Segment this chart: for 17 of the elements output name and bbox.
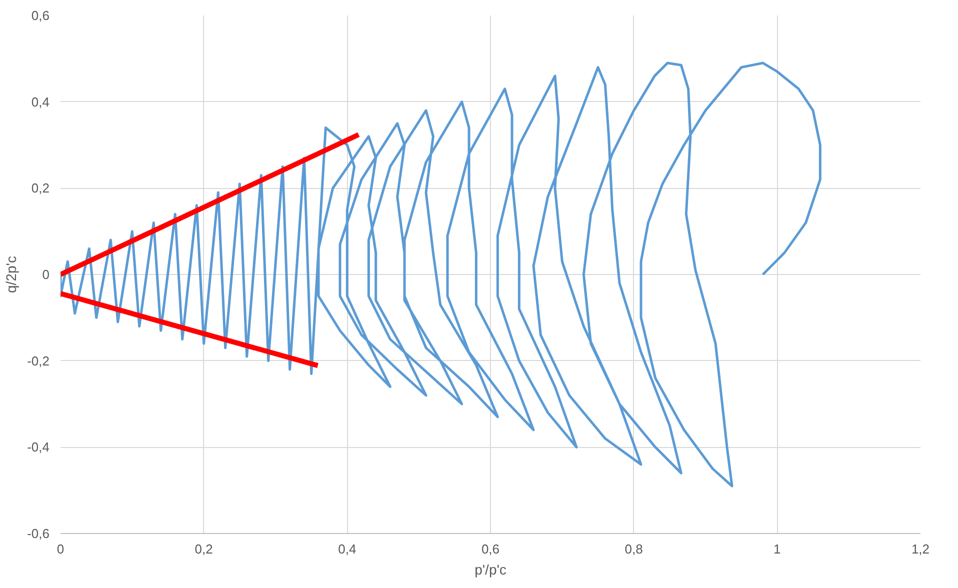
x-axis-title: p'/p'c xyxy=(474,562,506,578)
line-series xyxy=(60,62,822,488)
y-tick-label: 0,2 xyxy=(31,180,50,196)
y-axis-title: q/2p'c xyxy=(3,256,20,293)
x-tick-label: 1,2 xyxy=(911,542,930,556)
x-tick-label: 0,8 xyxy=(624,542,643,556)
x-tick-label: 0,2 xyxy=(194,542,213,556)
y-tick-label: -0,6 xyxy=(27,526,50,541)
y-tick-label: -0,4 xyxy=(27,440,50,455)
y-tick-label: 0,6 xyxy=(31,8,50,23)
x-tick-label: 1 xyxy=(774,542,781,556)
x-tick-label: 0 xyxy=(56,542,64,556)
y-tick-label: 0,4 xyxy=(31,94,50,110)
y-tick-label: 0 xyxy=(42,267,50,282)
x-tick-label: 0,4 xyxy=(338,542,356,556)
y-tick-label: -0,2 xyxy=(27,353,50,368)
x-tick-label: 0,6 xyxy=(481,542,500,556)
